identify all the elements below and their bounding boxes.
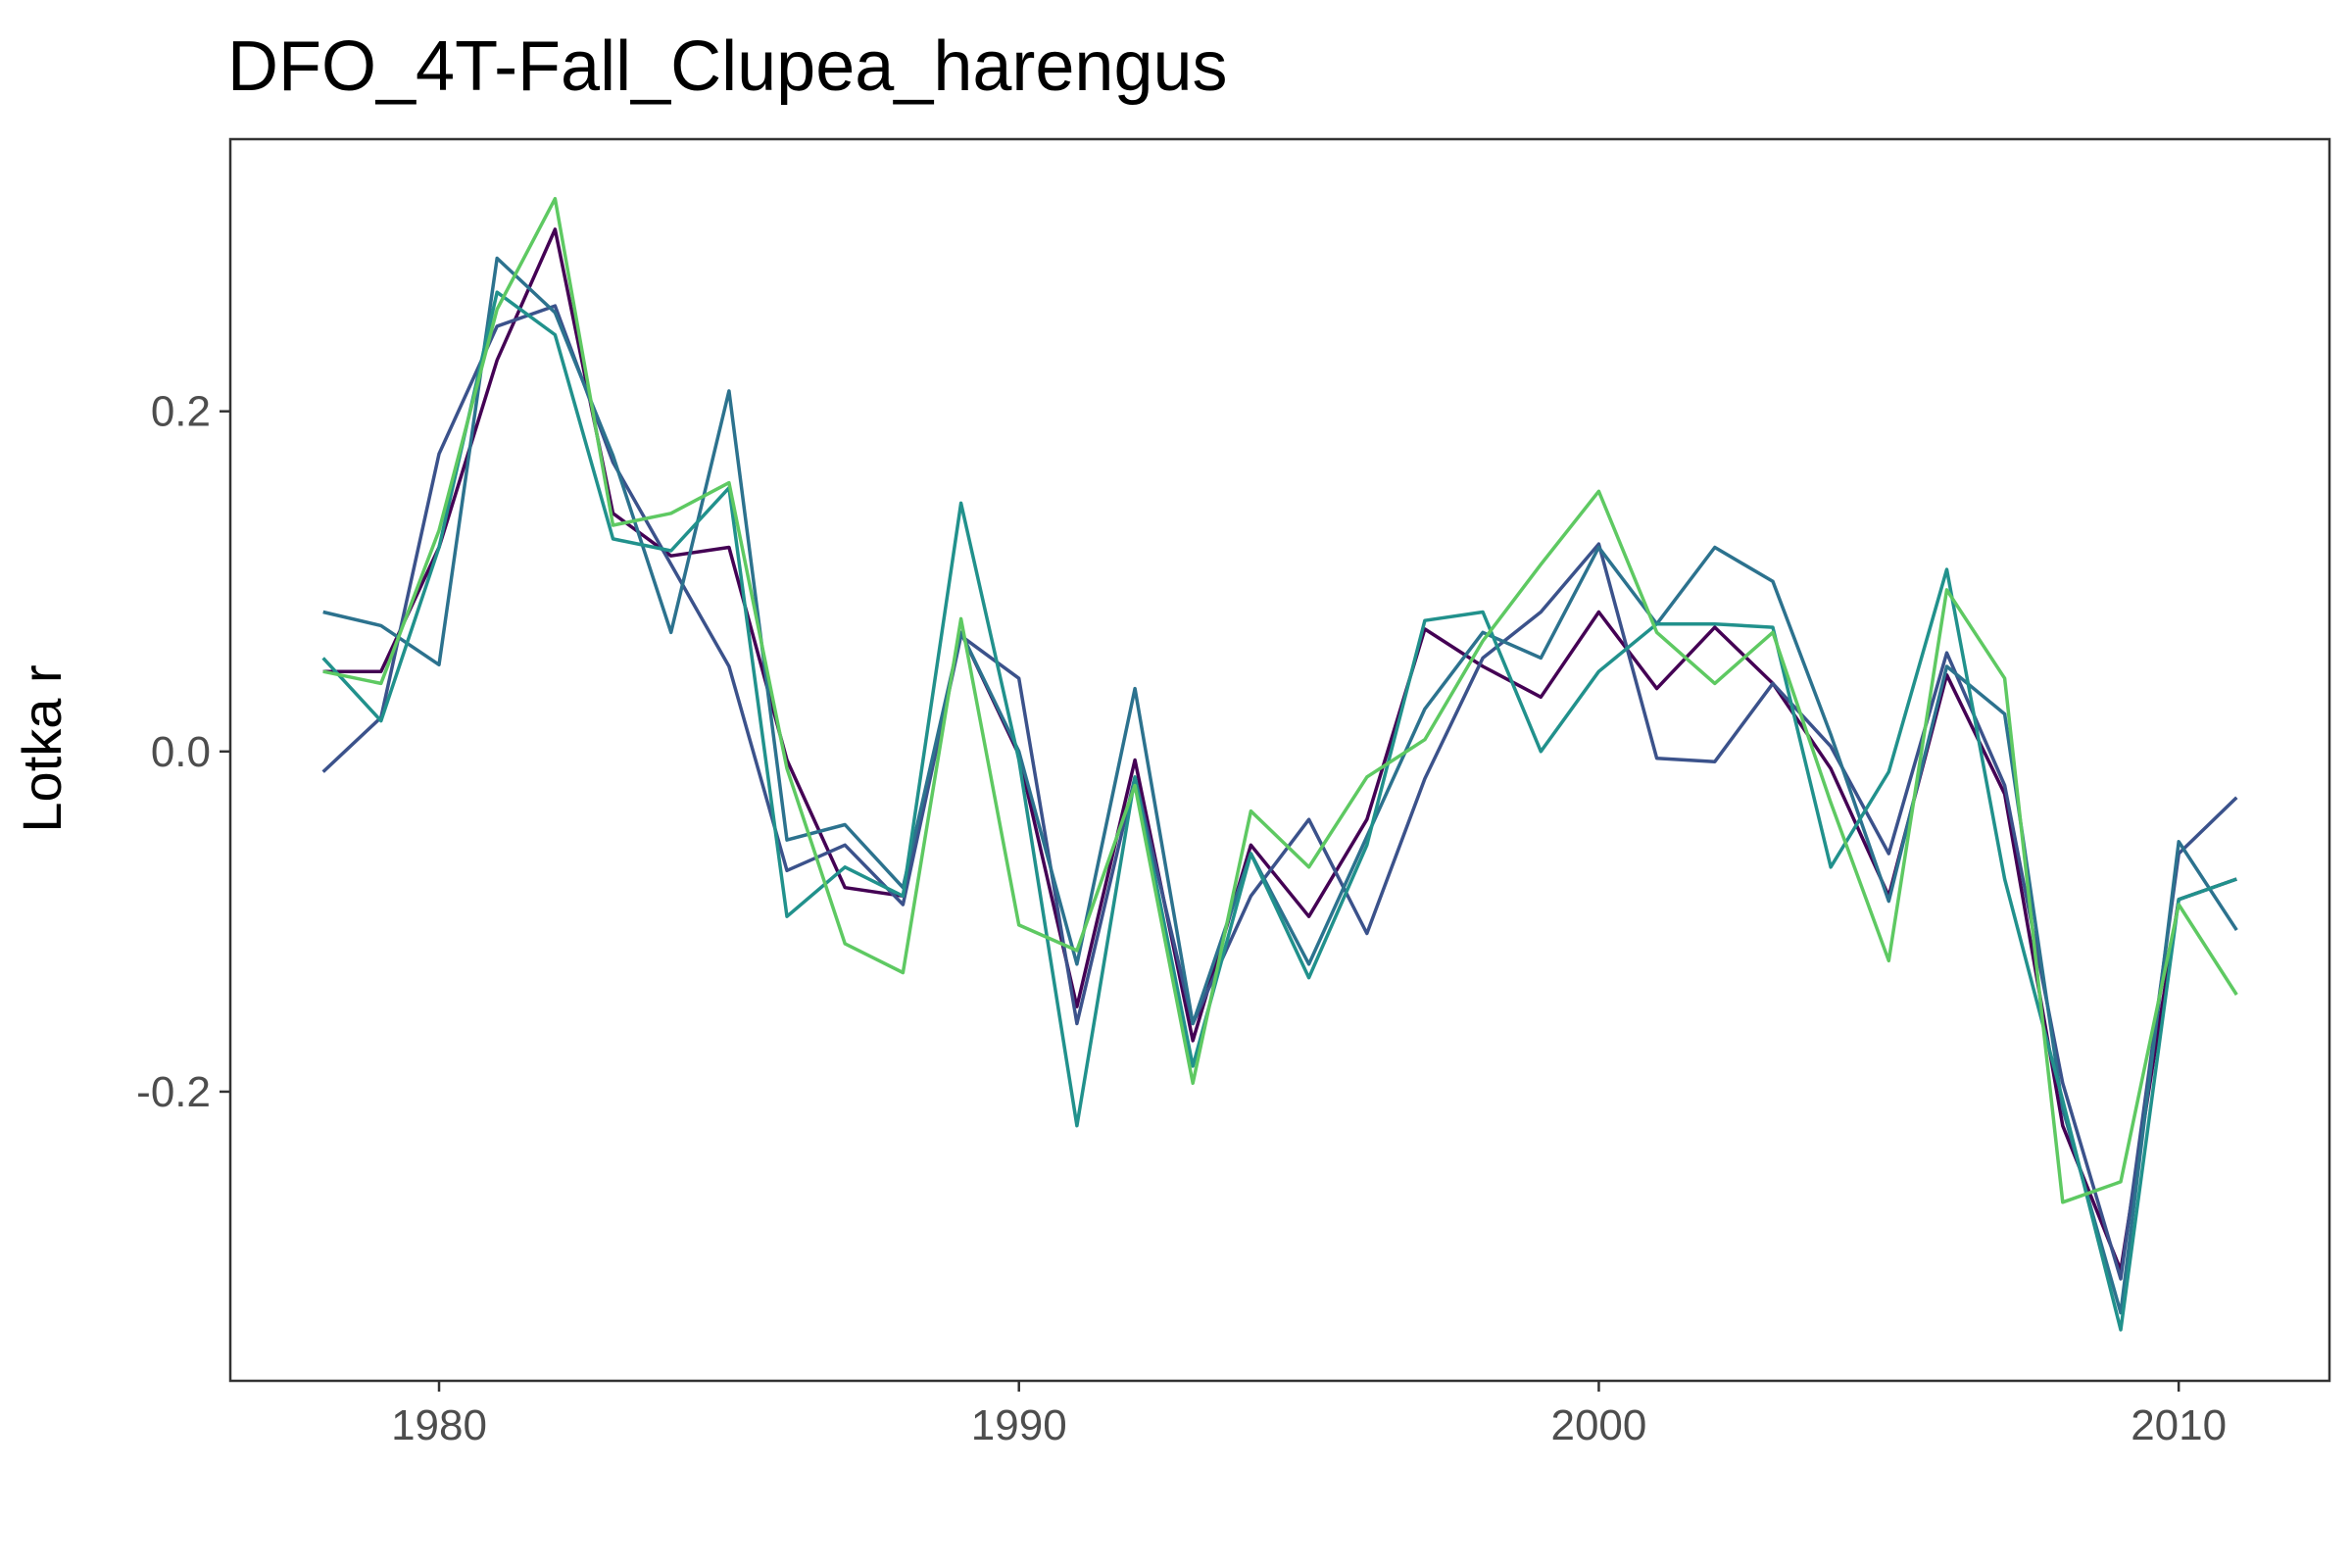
chart-title: DFO_4T-Fall_Clupea_harengus [227,27,1228,106]
x-tick-label: 1980 [391,1401,487,1449]
x-tick-label: 1990 [971,1401,1067,1449]
y-axis: -0.2 0.0 0.2 [136,388,230,1116]
series-line-1 [322,227,2237,1272]
y-tick-label: 0.0 [151,728,211,776]
x-axis: 1980 1990 2000 2010 [391,1381,2227,1449]
series-line-2 [321,304,2238,1281]
x-tick-label: 2000 [1550,1401,1646,1449]
y-tick-label: -0.2 [136,1068,211,1116]
series-line-5 [322,196,2238,1204]
y-tick-label: 0.2 [151,388,211,436]
series-lines [321,196,2238,1332]
series-line-3 [322,256,2238,1315]
x-tick-label: 2010 [2131,1401,2227,1449]
y-axis-label: Lotka r [11,664,73,832]
series-line-4 [321,290,2237,1332]
plot-panel [228,137,2331,1383]
